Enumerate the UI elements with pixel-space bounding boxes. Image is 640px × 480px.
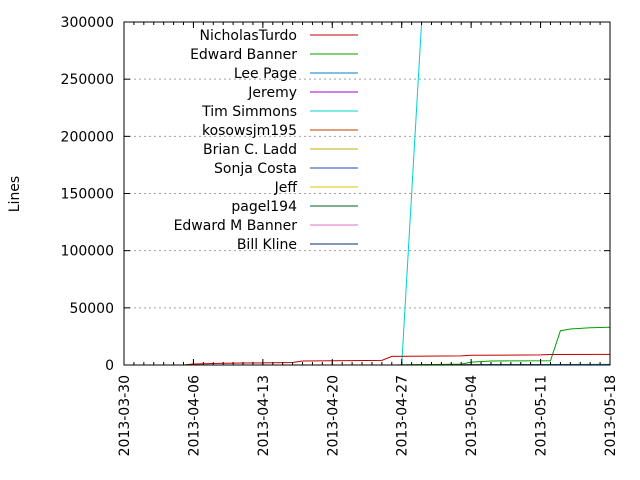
grid-layer [124,78,610,309]
x-tick-label: 2013-04-20 [325,375,341,456]
legend-label: pagel194 [231,199,297,215]
x-tick-label: 2013-05-18 [603,375,619,456]
x-tick-label: 2013-04-06 [186,375,202,456]
legend-label: Tim Simmons [201,104,297,120]
y-tick-label: 50000 [69,301,114,317]
y-tick-label: 300000 [61,15,114,31]
y-axis-title: Lines [7,176,23,212]
x-tick-label: 2013-04-13 [256,375,272,456]
axis-layer: 0 50000 100000 150000 200000 250000 300000 2013… [61,15,619,456]
series-line [401,21,501,366]
legend-label: Lee Page [234,66,297,82]
y-tick-label: 150000 [61,187,114,203]
legend-label: Sonja Costa [214,161,297,177]
x-tick-label: 2013-04-27 [395,375,411,456]
y-tick-label: 100000 [61,244,114,260]
x-tick-label: 2013-03-30 [117,375,133,456]
x-tick-label: 2013-05-11 [534,375,550,456]
y-tick-label: 200000 [61,129,114,145]
y-tick-label: 0 [105,358,114,374]
legend: NicholasTurdo Edward Banner Lee Page Jeremy… [174,28,358,253]
series-line [391,326,611,366]
plot-frame [123,21,611,366]
legend-label: kosowsjm195 [202,123,297,139]
x-tick-label: 2013-05-04 [464,375,480,456]
legend-label: Jeff [274,180,298,196]
legend-label: Edward Banner [190,47,297,63]
legend-label: Jeremy [247,85,297,101]
legend-label: NicholasTurdo [199,28,297,44]
series-line [183,353,611,366]
legend-label: Edward M Banner [174,218,298,234]
y-tick-label: 250000 [61,72,114,88]
legend-label: Brian C. Ladd [203,142,297,158]
legend-label: Bill Kline [237,237,297,253]
